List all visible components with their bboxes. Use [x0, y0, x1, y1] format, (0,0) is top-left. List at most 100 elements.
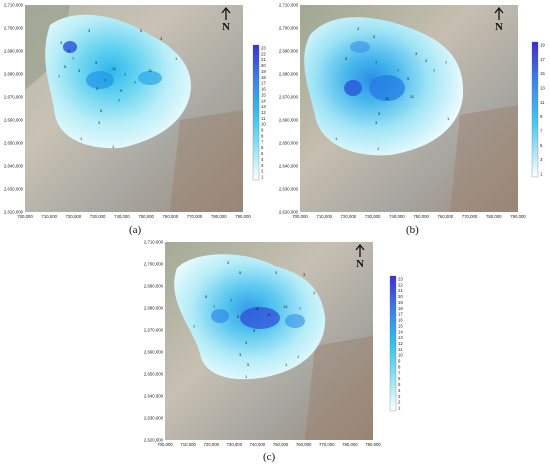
- contour-label: 1: [245, 374, 248, 379]
- contour-label: 7: [193, 324, 196, 329]
- plume-hotspot-west: [211, 309, 229, 323]
- contour-label: 3: [60, 40, 63, 45]
- plume-hotspot-center: [240, 307, 280, 329]
- colorbar-tick-label: 7: [398, 370, 401, 375]
- map-panel-b: 3 5 5 7 7 9 11 11 7 7 3 5 3 1 1 1 3 2,710,000 2,700,000 2,…: [275, 0, 550, 240]
- x-axis-tick-label: 780,000: [342, 442, 358, 447]
- colorbar-tick-label: 23: [261, 46, 266, 51]
- x-axis-tick-label: 730,000: [365, 214, 381, 219]
- contour-label: 11: [267, 312, 272, 317]
- colorbar-tick-label: 5: [261, 151, 264, 156]
- colorbar-tick-label: 15: [540, 71, 545, 76]
- x-axis-tick-label: 750,000: [413, 214, 429, 219]
- panel-label-b: (b): [406, 224, 419, 236]
- colorbar-tick-label: 15: [261, 92, 266, 97]
- x-axis-tick-label: 790,000: [235, 214, 251, 219]
- colorbar-tick-label: 1: [398, 406, 401, 411]
- contour-label: 5: [96, 86, 99, 91]
- x-axis-tick-label: 740,000: [250, 442, 266, 447]
- contour-label: 7: [397, 68, 400, 73]
- panel-label-c: (c): [263, 451, 276, 463]
- x-axis-tick-label: 720,000: [341, 214, 357, 219]
- contour-label: 5: [345, 56, 348, 61]
- x-axis-tick-label: 700,000: [157, 442, 173, 447]
- contour-label: 1: [285, 362, 288, 367]
- contour-label: 5: [373, 34, 376, 39]
- x-axis-tick-label: 710,000: [180, 442, 196, 447]
- x-axis-tick-label: 720,000: [66, 214, 82, 219]
- colorbar-tick-label: 4: [261, 157, 264, 162]
- contour-label: 7: [445, 60, 448, 65]
- colorbar-tick-label: 9: [398, 359, 401, 364]
- contour-label: 11: [112, 66, 117, 71]
- contour-label: 11: [255, 306, 260, 311]
- plume-hotspot-north: [350, 41, 370, 53]
- colorbar-tick-label: 14: [398, 329, 403, 334]
- contour-label: 5: [239, 270, 242, 275]
- contour-label: 3: [160, 36, 163, 41]
- contour-label: 5: [253, 328, 256, 333]
- x-axis-tick-label: 780,000: [211, 214, 227, 219]
- colorbar-tick-label: 5: [398, 382, 401, 387]
- colorbar-tick-label: 21: [398, 288, 403, 293]
- y-axis-tick-label: 2,710,000: [144, 240, 164, 245]
- contour-label: 5: [68, 48, 71, 53]
- colorbar-tick-label: 13: [398, 335, 403, 340]
- x-axis-tick-label: 710,000: [316, 214, 332, 219]
- colorbar-tick-label: 11: [540, 100, 545, 105]
- contour-label: 3: [425, 58, 428, 63]
- contour-label: 3: [239, 352, 242, 357]
- x-axis-tick-label: 790,000: [365, 442, 381, 447]
- y-axis-tick-label: 2,660,000: [279, 118, 299, 123]
- contour-label: 1: [313, 290, 316, 295]
- y-axis-tick-label: 2,620,000: [279, 210, 299, 215]
- north-label: N: [356, 258, 364, 270]
- x-axis-tick-label: 780,000: [486, 214, 502, 219]
- x-axis-tick-label: 760,000: [163, 214, 179, 219]
- colorbar-tick-label: 21: [261, 57, 266, 62]
- contour-label: 5: [378, 111, 381, 116]
- y-axis-tick-label: 2,640,000: [279, 164, 299, 169]
- plume-hotspot-east: [285, 314, 305, 328]
- colorbar-tick-label: 9: [540, 114, 543, 119]
- contour-label: 1: [112, 144, 115, 149]
- x-axis-tick-label: 750,000: [273, 442, 289, 447]
- contour-label: 1: [80, 136, 83, 141]
- colorbar-tick-label: 6: [261, 145, 264, 150]
- x-axis-tick-label: 770,000: [462, 214, 478, 219]
- y-axis-tick-label: 2,640,000: [4, 164, 24, 169]
- y-axis-tick-label: 2,630,000: [4, 187, 24, 192]
- contour-label: 7: [433, 68, 436, 73]
- x-axis-tick-label: 790,000: [510, 214, 526, 219]
- map-panel-a: 3 3 5 7 5 7 3 9 11 7 5 7 7 11 9 7 5 3 1 1 1 3 5 2,710,000 2,700…: [0, 0, 275, 240]
- y-axis-tick-label: 2,640,000: [144, 394, 164, 399]
- x-axis-ticks-b: 700,000 710,000 720,000 730,000 740,000 750,0…: [292, 214, 526, 219]
- contour-label: 7: [134, 80, 137, 85]
- colorbar-tick-label: 20: [398, 294, 403, 299]
- colorbar-tick-label: 17: [540, 57, 545, 62]
- colorbar-tick-label: 9: [261, 128, 264, 133]
- map-panel-c: 3 5 5 7 7 9 11 11 13 7 5 3 3 5 7 1 1 3 3 1 1 2,710,000 2,700,…: [135, 236, 410, 466]
- colorbar-tick-label: 3: [398, 394, 401, 399]
- panel-label-a: (a): [129, 224, 142, 236]
- x-axis-tick-label: 700,000: [17, 214, 33, 219]
- contour-label: 3: [245, 340, 248, 345]
- colorbar-tick-label: 13: [540, 86, 545, 91]
- x-axis-tick-label: 710,000: [41, 214, 57, 219]
- colorbar-tick-label: 4: [398, 388, 401, 393]
- contour-label: 5: [205, 294, 208, 299]
- colorbar-tick-label: 22: [398, 282, 403, 287]
- y-axis-tick-label: 2,680,000: [279, 72, 299, 77]
- contour-label: 9: [95, 60, 98, 65]
- colorbar-tick-label: 17: [398, 312, 403, 317]
- colorbar-tick-label: 18: [261, 75, 266, 80]
- x-axis-tick-label: 730,000: [90, 214, 106, 219]
- colorbar-tick-label: 8: [398, 364, 401, 369]
- plume-hotspot-center: [86, 71, 114, 89]
- colorbar-tick-label: 5: [540, 143, 543, 148]
- colorbar-tick-label: 12: [398, 341, 403, 346]
- contour-label: 3: [303, 272, 306, 277]
- north-arrow-icon: N: [355, 243, 365, 270]
